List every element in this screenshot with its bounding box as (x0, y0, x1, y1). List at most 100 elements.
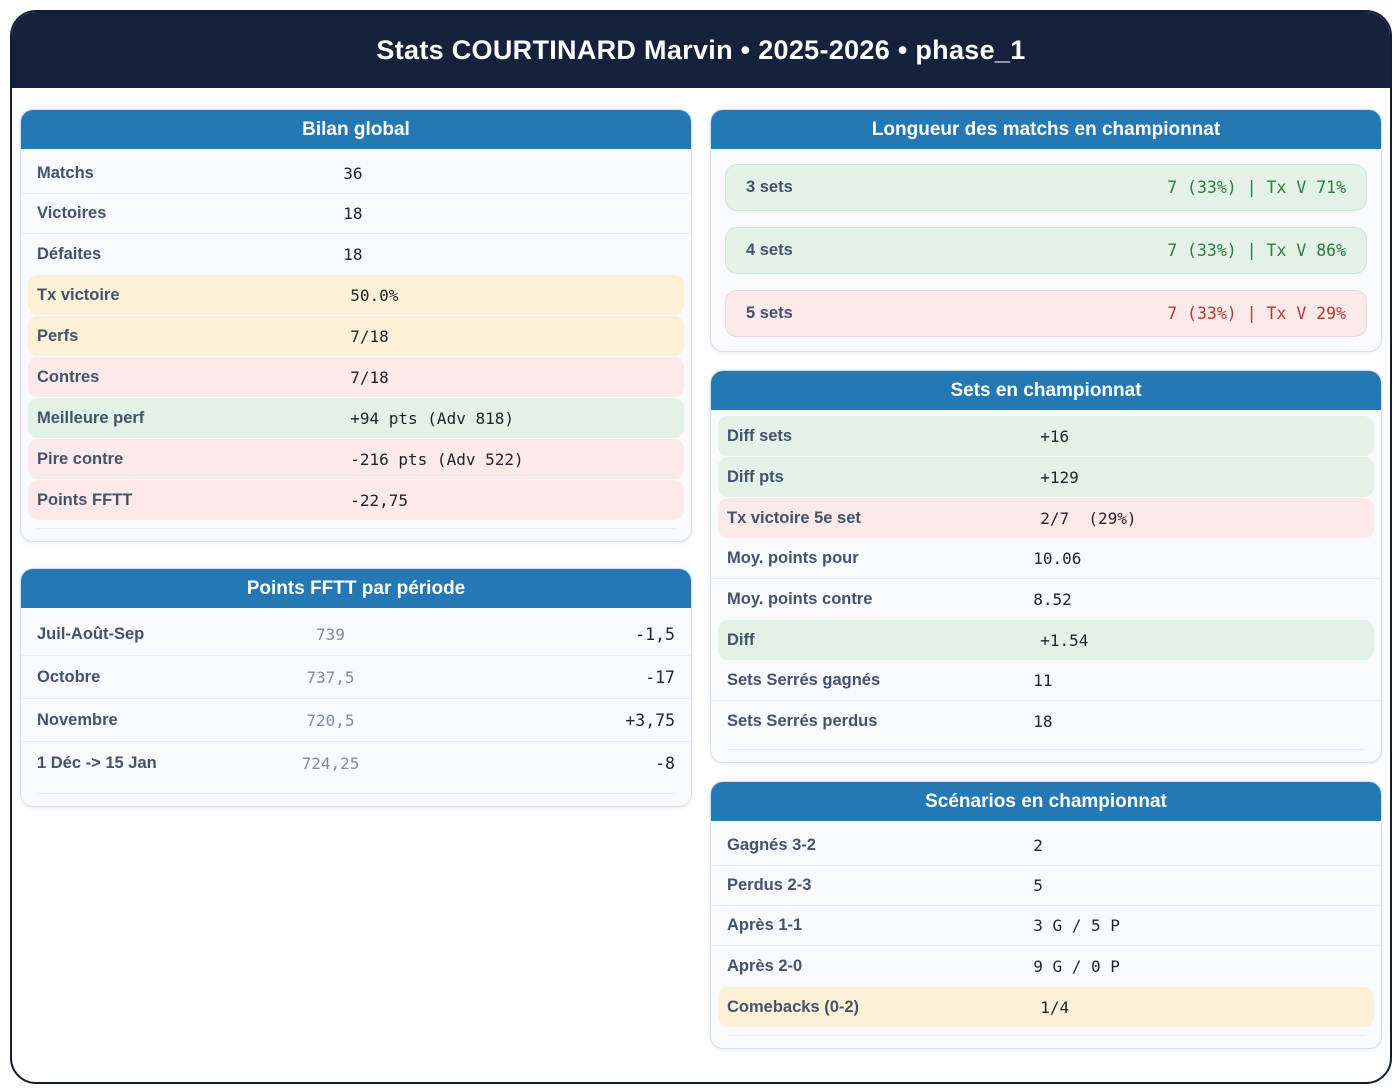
stat-value: 1/4 (1040, 997, 1070, 1017)
periode-delta: +3,75 (625, 710, 675, 730)
card-points-periode: Points FFTT par période Juil-Août-Sep 73… (20, 568, 692, 807)
card-bilan-body: Matchs 36 Victoires 18 Défaites 18 Tx vi… (21, 149, 691, 541)
periode-points: 739 (316, 624, 345, 644)
stat-label: Meilleure perf (37, 408, 145, 427)
stat-label: Moy. points contre (727, 589, 873, 608)
stat-label: Sets Serrés perdus (727, 711, 878, 730)
stat-label: Tx victoire 5e set (727, 508, 861, 527)
right-column: Longueur des matchs en championnat 3 set… (710, 109, 1382, 1049)
periode-row-juil-aout-sep: Juil-Août-Sep 739 -1,5 (21, 613, 691, 656)
card-longueur-body: 3 sets 7 (33%) | Tx V 71% 4 sets 7 (33%)… (711, 149, 1381, 351)
stat-value: 18 (343, 244, 363, 264)
stat-value: 10.06 (1033, 549, 1082, 568)
pill-value: 7 (33%) | Tx V 29% (1167, 304, 1346, 323)
card-bilan-header: Bilan global (21, 110, 691, 149)
pill-label: 3 sets (746, 178, 793, 196)
periode-row-octobre: Octobre 737,5 -17 (21, 656, 691, 699)
stat-row-sets-serres-gagnes: Sets Serrés gagnés 11 (711, 661, 1381, 701)
periode-points: 737,5 (306, 667, 355, 687)
stat-label: Sets Serrés gagnés (727, 671, 881, 689)
pill-label: 5 sets (746, 304, 793, 322)
stat-row-apres-1-1: Après 1-1 3 G / 5 P (711, 906, 1381, 946)
stat-label: Comebacks (0-2) (727, 997, 860, 1016)
card-sets-header: Sets en championnat (711, 371, 1381, 410)
card-bilan-title: Bilan global (302, 118, 410, 140)
stat-value: 2 (1033, 836, 1043, 855)
stat-label: Points FFTT (37, 490, 133, 509)
periode-label: 1 Déc -> 15 Jan (37, 754, 157, 772)
periode-delta: -8 (655, 754, 675, 773)
stat-value: 7/18 (350, 367, 389, 387)
pill-label: 4 sets (746, 241, 793, 259)
card-scenarios-title: Scénarios en championnat (925, 790, 1167, 812)
card-periode-body: Juil-Août-Sep 739 -1,5 Octobre 737,5 -17… (21, 608, 691, 806)
periode-label: Octobre (37, 667, 101, 686)
stat-row-contres: Contres 7/18 (28, 357, 684, 397)
stat-value: 3 G / 5 P (1033, 916, 1120, 935)
pill-5-sets: 5 sets 7 (33%) | Tx V 29% (725, 290, 1367, 337)
stat-row-perfs: Perfs 7/18 (28, 316, 684, 356)
stat-row-gagnes-3-2: Gagnés 3-2 2 (711, 826, 1381, 866)
stat-row-pire-contre: Pire contre -216 pts (Adv 522) (28, 439, 684, 479)
page-title: Stats COURTINARD Marvin • 2025-2026 • ph… (376, 34, 1026, 65)
stat-value: 7/18 (350, 326, 389, 346)
stat-label: Diff (727, 630, 755, 649)
stat-value: +16 (1040, 426, 1070, 446)
stat-value: 8.52 (1033, 589, 1072, 609)
pill-3-sets: 3 sets 7 (33%) | Tx V 71% (725, 164, 1367, 211)
periode-delta: -17 (645, 667, 675, 687)
card-longueur-title: Longueur des matchs en championnat (871, 118, 1221, 140)
pill-value: 7 (33%) | Tx V 86% (1167, 241, 1346, 260)
stat-row-victoires: Victoires 18 (21, 194, 691, 234)
card-bilan-global: Bilan global Matchs 36 Victoires 18 Défa… (20, 109, 692, 542)
card-sets-body: Diff sets +16 Diff pts +129 Tx victoire … (711, 410, 1381, 762)
stat-row-matchs: Matchs 36 (21, 154, 691, 194)
stat-value: +129 (1040, 467, 1079, 487)
card-scenarios-championnat: Scénarios en championnat Gagnés 3-2 2 Pe… (710, 781, 1382, 1049)
left-column: Bilan global Matchs 36 Victoires 18 Défa… (20, 109, 692, 807)
stat-label: Diff sets (727, 426, 793, 445)
stat-value: 11 (1033, 671, 1053, 690)
stat-value: 18 (343, 204, 363, 223)
stat-label: Après 1-1 (727, 916, 803, 934)
periode-row-dec-jan: 1 Déc -> 15 Jan 724,25 -8 (21, 742, 691, 785)
stat-label: Pire contre (37, 449, 124, 468)
card-longueur-header: Longueur des matchs en championnat (711, 110, 1381, 149)
stat-value: +94 pts (Adv 818) (350, 408, 514, 428)
stat-label: Gagnés 3-2 (727, 836, 816, 854)
stat-value: -216 pts (Adv 522) (350, 449, 524, 469)
periode-row-novembre: Novembre 720,5 +3,75 (21, 699, 691, 742)
card-end-divider (37, 793, 675, 794)
periode-label: Novembre (37, 710, 118, 729)
stat-row-apres-2-0: Après 2-0 9 G / 0 P (711, 946, 1381, 986)
stat-value: 2/7 (29%) (1040, 508, 1137, 528)
stat-label: Tx victoire (37, 285, 120, 304)
stat-value: 9 G / 0 P (1033, 956, 1120, 976)
stat-value: 36 (343, 164, 363, 183)
stat-row-tx-victoire: Tx victoire 50.0% (28, 275, 684, 315)
content-area: Bilan global Matchs 36 Victoires 18 Défa… (12, 88, 1390, 1049)
card-end-divider (727, 1035, 1365, 1036)
stat-row-tx-victoire-5e: Tx victoire 5e set 2/7 (29%) (718, 498, 1374, 538)
periode-points: 724,25 (301, 754, 360, 773)
stat-row-defaites: Défaites 18 (21, 234, 691, 274)
card-scenarios-body: Gagnés 3-2 2 Perdus 2-3 5 Après 1-1 3 G … (711, 821, 1381, 1048)
stat-label: Contres (37, 367, 100, 386)
stat-label: Moy. points pour (727, 549, 859, 567)
stat-row-meilleure-perf: Meilleure perf +94 pts (Adv 818) (28, 398, 684, 438)
stat-row-points-fftt: Points FFTT -22,75 (28, 480, 684, 520)
card-longueur-matchs: Longueur des matchs en championnat 3 set… (710, 109, 1382, 352)
periode-label: Juil-Août-Sep (37, 624, 145, 643)
card-sets-championnat: Sets en championnat Diff sets +16 Diff p… (710, 370, 1382, 763)
pill-value: 7 (33%) | Tx V 71% (1167, 178, 1346, 197)
stat-row-diff-sets: Diff sets +16 (718, 416, 1374, 456)
stat-label: Victoires (37, 204, 107, 222)
stat-label: Après 2-0 (727, 956, 803, 975)
card-end-divider (37, 528, 675, 529)
card-end-divider (727, 749, 1365, 750)
stat-value: -22,75 (350, 490, 409, 510)
periode-points: 720,5 (306, 710, 355, 730)
stat-value: 50.0% (350, 285, 399, 305)
stat-row-sets-serres-perdus: Sets Serrés perdus 18 (711, 701, 1381, 741)
stat-label: Matchs (37, 164, 94, 182)
